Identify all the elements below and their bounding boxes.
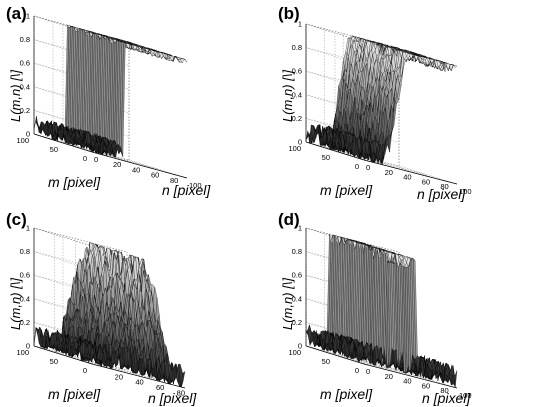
- surface-c-svg: 0 0.2 0.4 0.6 0.8 1 0 50 100 20 40 60 80: [16, 224, 186, 397]
- z-tick-label-3: 0.6: [292, 271, 302, 280]
- z-axis-title-d: L(m,n) [\]: [280, 277, 295, 330]
- panel-label-a: (a): [6, 4, 27, 23]
- y-tick-label-0: 100: [189, 181, 202, 190]
- z-tick-label-1: 0.6: [292, 67, 302, 76]
- x-tick-label-3: 50: [322, 357, 330, 366]
- x-tick-label-2: 100: [16, 348, 29, 357]
- y-tick-label-3: 100: [459, 391, 472, 400]
- y-tick-label-1: 100: [459, 187, 472, 196]
- x-axis-title-d: m [pixel]: [320, 386, 373, 402]
- z-axis-title-b: L(m,n) [\]: [280, 69, 295, 122]
- axes-0: [33, 16, 188, 179]
- x-tick-label-2: 50: [50, 357, 58, 366]
- x-axis-title-c: m [pixel]: [48, 386, 101, 402]
- y-tick-label-1: 0: [366, 163, 370, 172]
- axes-3: [305, 228, 458, 389]
- z-tick-label-1: 0.8: [292, 43, 302, 52]
- x-axis-title-a: m [pixel]: [48, 174, 101, 190]
- z-tick-label-1: 0.2: [292, 114, 302, 123]
- y-tick-label-2: 40: [135, 378, 143, 387]
- y-tick-label-1: 40: [403, 173, 411, 182]
- y-tick-label-0: 80: [170, 176, 178, 185]
- x-tick-label-2: 0: [83, 366, 87, 375]
- surface-mesh-0: [33, 24, 188, 158]
- y-tick-label-0: 40: [132, 165, 140, 174]
- z-tick-label-1: 0: [298, 138, 302, 147]
- axes-1: [305, 24, 458, 185]
- z-tick-label-0: 0.6: [20, 59, 30, 68]
- y-axis-title-c: n [pixel]: [148, 390, 197, 406]
- z-tick-label-0: 1: [26, 12, 30, 21]
- x-tick-label-1: 50: [322, 153, 330, 162]
- x-axis-title-b: m [pixel]: [320, 182, 373, 198]
- z-tick-label-3: 0: [298, 342, 302, 351]
- z-tick-label-0: 0: [26, 130, 30, 139]
- panel-label-c: (c): [6, 210, 27, 229]
- surface-plot-c: 0 0.2 0.4 0.6 0.8 1 0 50 100 20 40 60 80 (c) L(m,n) …: [0, 204, 272, 407]
- z-axis-title-a: L(m,n) [\]: [8, 69, 23, 122]
- surface-plot-b: 0 0.2 0.4 0.6 0.8 1 0 50 100 0 20 40 60 80 100 (b) L(m…: [272, 0, 544, 203]
- y-tick-label-1: 20: [385, 168, 393, 177]
- x-tick-label-0: 0: [83, 154, 87, 163]
- y-tick-label-0: 60: [151, 171, 159, 180]
- panel-label-b: (b): [278, 4, 300, 23]
- z-tick-label-2: 1: [26, 224, 30, 233]
- surface-mesh-3: [305, 233, 458, 388]
- surface-plot-a: 0 0.2 0.4 0.6 0.8 1 0 50 100 0 20 40 60 80 100 (a) L(m…: [0, 0, 272, 203]
- z-tick-label-1: 0.4: [292, 90, 302, 99]
- y-axis-title-d: n [pixel]: [422, 390, 471, 406]
- z-tick-label-2: 0.8: [20, 247, 30, 256]
- z-tick-label-0: 0.4: [20, 82, 30, 91]
- z-tick-label-3: 1: [298, 224, 302, 233]
- z-tick-label-3: 0.8: [292, 247, 302, 256]
- surface-mesh-2: [33, 242, 186, 388]
- y-tick-label-0: 0: [94, 155, 98, 164]
- x-tick-label-0: 50: [50, 145, 58, 154]
- z-tick-label-2: 0.6: [20, 271, 30, 280]
- y-tick-label-3: 80: [440, 386, 448, 395]
- y-tick-label-2: 80: [177, 388, 185, 397]
- axes-box-2: [33, 227, 128, 370]
- x-tick-label-0: 100: [16, 136, 29, 145]
- y-tick-label-3: 60: [422, 381, 430, 390]
- x-tick-label-1: 0: [355, 162, 359, 171]
- z-tick-label-2: 0.4: [20, 294, 30, 303]
- y-axis-title-b: n [pixel]: [417, 186, 466, 202]
- y-tick-label-3: 40: [403, 377, 411, 386]
- surface-mesh-1: [305, 35, 458, 165]
- y-tick-label-0: 20: [113, 160, 121, 169]
- y-axis-title-a: n [pixel]: [162, 182, 211, 198]
- surface-plot-d: 0 0.2 0.4 0.6 0.8 1 0 50 100 0 20 40 60 80 100 (d) L(m…: [272, 204, 544, 407]
- z-tick-label-0: 0.8: [20, 35, 30, 44]
- y-tick-label-2: 60: [156, 383, 164, 392]
- y-tick-label-1: 60: [422, 177, 430, 186]
- x-tick-label-3: 100: [288, 348, 301, 357]
- panel-label-d: (d): [278, 210, 300, 229]
- z-tick-label-3: 0.4: [292, 294, 302, 303]
- axes-2: [33, 228, 186, 389]
- y-tick-label-2: 20: [115, 372, 123, 381]
- x-tick-label-1: 100: [288, 144, 301, 153]
- z-tick-label-2: 0: [26, 342, 30, 351]
- x-tick-label-3: 0: [355, 366, 359, 375]
- z-tick-label-3: 0.2: [292, 318, 302, 327]
- z-tick-label-2: 0.2: [20, 318, 30, 327]
- z-tick-label-0: 0.2: [20, 106, 30, 115]
- z-tick-label-1: 1: [298, 20, 302, 29]
- y-tick-label-3: 20: [385, 372, 393, 381]
- y-tick-label-3: 0: [366, 367, 370, 376]
- z-axis-title-c: L(m,n) [\]: [8, 277, 23, 330]
- y-tick-label-1: 80: [440, 182, 448, 191]
